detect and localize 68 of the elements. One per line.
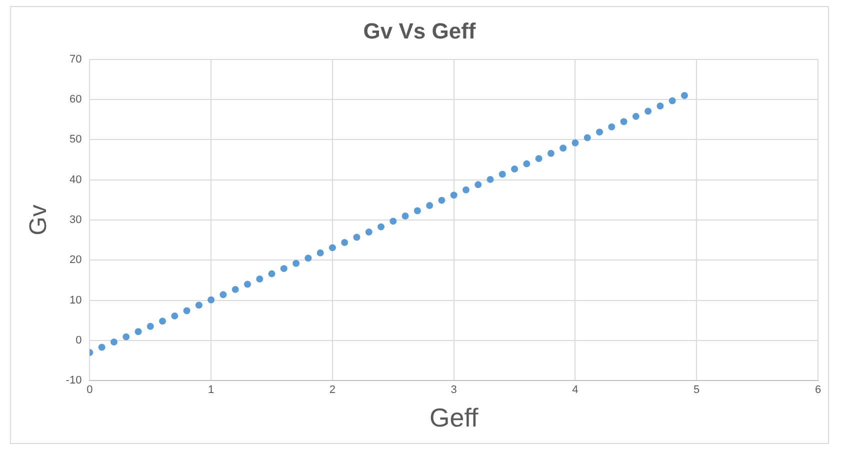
point (438, 196, 446, 204)
point (328, 244, 336, 252)
y-tick-label: 30 (69, 214, 82, 226)
point (146, 322, 154, 330)
point (450, 192, 458, 199)
point (268, 270, 276, 278)
point (560, 144, 567, 152)
x-tick-label: 0 (86, 384, 93, 396)
point (523, 160, 530, 168)
point (498, 170, 506, 178)
x-axis-title: Geff (430, 402, 479, 433)
point (680, 92, 688, 100)
y-tick-label: 70 (69, 53, 82, 66)
point (183, 307, 190, 314)
point (256, 276, 264, 283)
point (656, 102, 664, 110)
point (365, 228, 372, 236)
y-tick-label: 60 (69, 94, 82, 106)
point (486, 176, 494, 183)
point (232, 286, 239, 293)
point (620, 118, 628, 126)
point (644, 108, 652, 115)
y-tick-label: 20 (69, 254, 82, 266)
point (159, 318, 166, 325)
y-tick-label: 10 (69, 294, 82, 306)
point (378, 223, 385, 230)
point (134, 328, 142, 336)
x-tick-label: 3 (450, 384, 457, 396)
point (110, 338, 118, 346)
point (316, 249, 324, 256)
point (584, 134, 591, 142)
point (535, 155, 542, 162)
point (208, 296, 215, 304)
point (244, 280, 251, 288)
point (171, 312, 178, 320)
point (596, 128, 604, 136)
y-axis-title: Gv (25, 204, 52, 236)
point (122, 333, 130, 340)
x-tick-label: 1 (208, 384, 214, 396)
x-tick-label: 6 (814, 384, 822, 396)
point (402, 212, 409, 220)
x-tick-label: 4 (572, 384, 578, 396)
y-tick-label: 0 (76, 334, 82, 346)
y-tick-label: 50 (69, 134, 82, 146)
point (341, 238, 348, 246)
x-tick-label: 2 (329, 384, 336, 396)
point (414, 207, 421, 214)
point (292, 260, 300, 267)
point (668, 97, 676, 104)
point (632, 112, 640, 120)
point (547, 150, 554, 157)
point (98, 344, 106, 351)
y-tick-label: 40 (69, 174, 82, 186)
x-tick-label: 5 (694, 384, 700, 396)
point (304, 254, 312, 262)
point (474, 181, 482, 188)
point (195, 302, 202, 309)
point (572, 139, 579, 146)
chart-title: Gv Vs Geff (363, 18, 476, 44)
point (511, 166, 518, 173)
y-tick-label: -10 (66, 374, 82, 387)
point (390, 218, 397, 225)
point (280, 265, 288, 272)
point (353, 234, 360, 241)
point (608, 123, 616, 130)
point (220, 291, 227, 298)
point (426, 202, 434, 210)
point (462, 186, 470, 194)
